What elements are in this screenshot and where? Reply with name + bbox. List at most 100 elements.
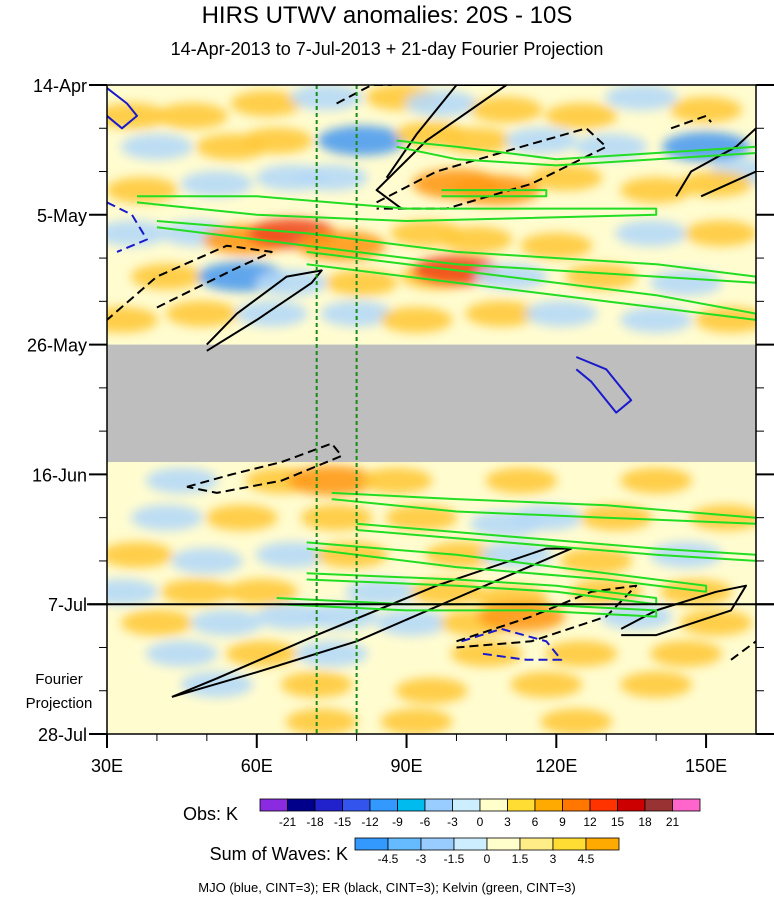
anomaly-cell bbox=[690, 504, 756, 531]
waves-legend-swatch bbox=[420, 837, 455, 851]
mjo-contour bbox=[461, 627, 563, 661]
anomaly-cell bbox=[545, 102, 618, 129]
anomaly-cell bbox=[240, 127, 313, 154]
waves-legend-level: -4.5 bbox=[378, 852, 399, 866]
anomaly-cell bbox=[290, 85, 363, 111]
y-tick-label: 5-May bbox=[37, 206, 87, 226]
obs-legend-swatch bbox=[589, 798, 618, 812]
obs-legend-swatch bbox=[342, 798, 371, 812]
anomaly-cell bbox=[375, 609, 448, 636]
anomaly-cell bbox=[360, 467, 433, 494]
waves-legend-level: 4.5 bbox=[578, 852, 595, 866]
obs-legend-level: 6 bbox=[532, 815, 539, 829]
mjo-contour bbox=[107, 201, 148, 253]
anomaly-cell bbox=[470, 96, 543, 123]
obs-legend-level: -18 bbox=[306, 815, 324, 829]
anomaly-cell bbox=[440, 226, 513, 253]
obs-legend-swatch bbox=[562, 798, 591, 812]
kelvin-contour bbox=[331, 491, 756, 525]
obs-legend-swatch bbox=[534, 798, 563, 812]
obs-legend-swatch bbox=[369, 798, 398, 812]
anomaly-cell bbox=[545, 640, 618, 667]
kelvin-contour bbox=[441, 189, 548, 198]
anomaly-cell bbox=[165, 300, 238, 327]
obs-legend-level: 15 bbox=[611, 815, 625, 829]
obs-legend-level: 0 bbox=[477, 815, 484, 829]
y-tick-label: 7-Jul bbox=[48, 595, 87, 615]
obs-legend-swatch bbox=[397, 798, 426, 812]
anomaly-cell bbox=[300, 504, 373, 531]
y-tick-label: 14-Apr bbox=[33, 76, 87, 96]
obs-legend-level: -21 bbox=[279, 815, 297, 829]
anomaly-cell bbox=[650, 269, 723, 296]
x-tick-label: 120E bbox=[535, 756, 577, 776]
anomaly-cell bbox=[480, 541, 553, 568]
y-tick-label: 26-May bbox=[27, 336, 87, 356]
obs-legend-swatch bbox=[479, 798, 508, 812]
anomaly-cell bbox=[225, 640, 298, 667]
anomaly-cell bbox=[180, 170, 253, 197]
kelvin-contour bbox=[306, 541, 708, 593]
chart-title: HIRS UTWV anomalies: 20S - 10S bbox=[201, 2, 573, 29]
anomaly-cell bbox=[380, 708, 453, 734]
anomaly-cell bbox=[320, 300, 393, 327]
anomaly-cell bbox=[530, 164, 603, 191]
obs-legend-level: 3 bbox=[504, 815, 511, 829]
anomaly-cell bbox=[255, 603, 328, 630]
anomaly-cell bbox=[287, 465, 376, 496]
x-tick-label: 150E bbox=[685, 756, 727, 776]
anomaly-cell bbox=[660, 578, 733, 605]
obs-legend-level: 12 bbox=[583, 815, 597, 829]
anomaly-cell bbox=[305, 603, 378, 630]
x-tick-label: 60E bbox=[241, 756, 273, 776]
anomaly-cell bbox=[615, 220, 688, 247]
anomaly-cell bbox=[385, 504, 458, 531]
chart-subtitle: 14-Apr-2013 to 7-Jul-2013 + 21-day Fouri… bbox=[170, 39, 604, 59]
anomaly-cell bbox=[325, 269, 398, 296]
obs-legend-swatch bbox=[507, 798, 536, 812]
anomaly-cell bbox=[107, 541, 173, 568]
anomaly-cell bbox=[620, 306, 693, 333]
anomaly-cell bbox=[170, 547, 243, 574]
projection-label: Projection bbox=[26, 695, 93, 712]
anomaly-cell bbox=[130, 504, 203, 531]
anomaly-cell bbox=[160, 578, 233, 605]
anomaly-cell bbox=[620, 177, 693, 204]
anomaly-cell bbox=[520, 232, 593, 259]
er-contour bbox=[456, 584, 638, 649]
anomaly-cell bbox=[680, 609, 753, 636]
anomaly-cell bbox=[510, 671, 583, 698]
anomaly-cell bbox=[650, 640, 723, 667]
mjo-contour bbox=[107, 87, 138, 130]
er-contour bbox=[107, 244, 273, 321]
obs-legend-level: 18 bbox=[638, 815, 652, 829]
kelvin-contour bbox=[356, 522, 756, 562]
anomaly-cell bbox=[120, 609, 193, 636]
obs-legend-swatch bbox=[314, 798, 343, 812]
er-contour bbox=[206, 269, 323, 352]
anomaly-cell bbox=[680, 170, 753, 197]
contour-note: MJO (blue, CINT=3); ER (black, CINT=3); … bbox=[198, 880, 575, 895]
er-contour bbox=[171, 547, 573, 698]
waves-legend-label: Sum of Waves: K bbox=[210, 844, 348, 864]
anomaly-cell bbox=[560, 547, 633, 574]
anomaly-cell bbox=[540, 708, 613, 734]
obs-legend-swatch bbox=[259, 798, 288, 812]
obs-legend-swatch bbox=[287, 798, 316, 812]
anomaly-cell bbox=[525, 300, 598, 327]
x-tick-label: 30E bbox=[91, 756, 123, 776]
anomaly-cell bbox=[120, 133, 193, 160]
kelvin-contour bbox=[136, 195, 658, 222]
anomaly-cell bbox=[145, 640, 218, 667]
obs-legend-swatch bbox=[644, 798, 673, 812]
obs-legend-level: -6 bbox=[420, 815, 431, 829]
anomaly-cell bbox=[295, 164, 368, 191]
anomaly-cell bbox=[107, 578, 158, 605]
anomaly-cell bbox=[485, 467, 558, 494]
waves-legend-swatch bbox=[519, 837, 554, 851]
kelvin-contour bbox=[306, 250, 756, 321]
anomaly-cell bbox=[205, 504, 278, 531]
anomaly-cell bbox=[155, 102, 228, 129]
anomaly-cell bbox=[255, 269, 328, 296]
